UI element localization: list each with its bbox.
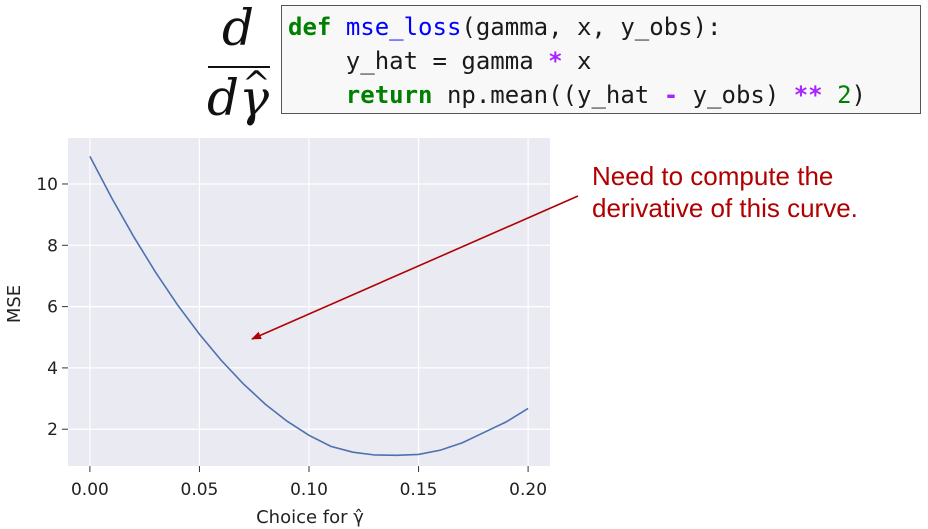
y-tick-label: 6	[47, 298, 58, 318]
y-tick-label: 2	[47, 420, 58, 440]
annotation-line-2: derivative of this curve.	[592, 193, 858, 223]
y-tick-label: 10	[36, 175, 58, 195]
y-tick-label: 8	[47, 236, 58, 256]
code-line-2: y_hat = gamma * x	[288, 44, 920, 78]
code-block: def mse_loss(gamma, x, y_obs): y_hat = g…	[281, 5, 921, 114]
code-text: y_hat = gamma	[345, 47, 549, 75]
number-literal: 2	[837, 81, 852, 109]
code-line-1: def mse_loss(gamma, x, y_obs):	[288, 10, 920, 44]
x-axis-label: Choice for γ̂	[256, 507, 364, 528]
x-tick-label: 0.05	[181, 480, 219, 500]
function-name: mse_loss	[345, 13, 462, 41]
code-text: np.mean((y_hat	[432, 81, 664, 109]
x-tick-label: 0.00	[71, 480, 109, 500]
annotation-text: Need to compute the derivative of this c…	[592, 160, 922, 224]
keyword-def: def	[288, 13, 332, 41]
grid-lines	[68, 138, 550, 466]
operator-power: **	[793, 81, 823, 109]
x-tick-label: 0.20	[509, 480, 547, 500]
code-text: y_obs)	[678, 81, 794, 109]
operator-minus: -	[663, 81, 679, 109]
d-symbol: d	[207, 69, 240, 127]
y-axis-ticks: 2 4 6 8 10	[36, 175, 68, 440]
keyword-return: return	[345, 81, 433, 109]
x-tick-label: 0.15	[400, 480, 438, 500]
annotation-line-1: Need to compute the	[592, 161, 834, 191]
x-tick-label: 0.10	[290, 480, 328, 500]
derivative-operator: d d ^ γ	[200, 0, 276, 128]
gamma-hat-symbol: ^ γ	[239, 64, 271, 128]
operator-multiply: *	[548, 47, 563, 75]
derivative-numerator: d	[221, 0, 254, 57]
mse-curve-line	[89, 156, 529, 457]
y-tick-label: 4	[47, 359, 58, 379]
y-axis-label: MSE	[4, 285, 25, 323]
fraction-bar	[208, 66, 270, 68]
derivative-denominator: d ^ γ	[200, 64, 276, 128]
x-axis-ticks: 0.00 0.05 0.10 0.15 0.20	[71, 466, 547, 500]
code-text: )	[851, 81, 866, 109]
hat-accent: ^	[242, 64, 271, 104]
code-line-3: return np.mean((y_hat - y_obs) ** 2)	[288, 78, 920, 112]
code-text: x	[562, 47, 592, 75]
function-args: (gamma, x, y_obs):	[461, 13, 722, 41]
annotation-arrow	[251, 195, 579, 340]
